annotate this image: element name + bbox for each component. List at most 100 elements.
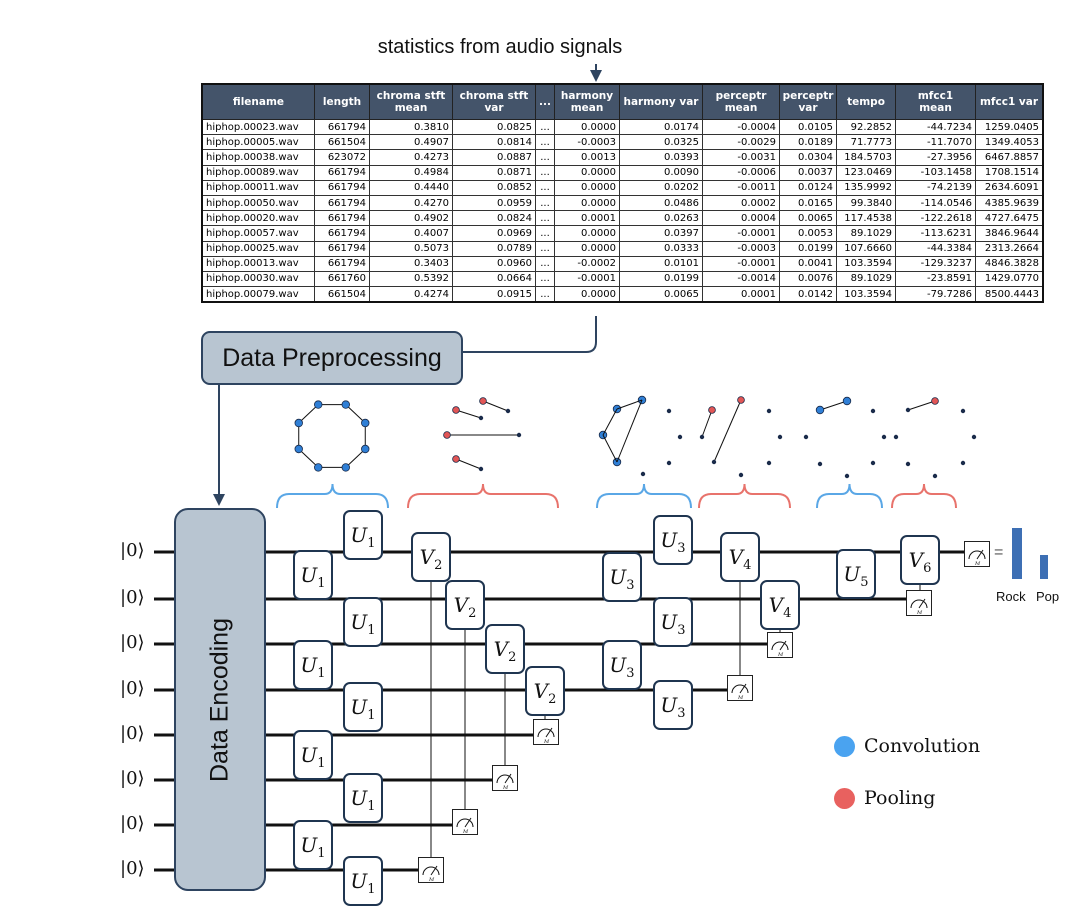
table-cell: 1429.0770 xyxy=(975,270,1044,288)
gate-u3: U3 xyxy=(653,680,693,730)
gate-u1: U1 xyxy=(343,682,383,732)
legend-pooling: Pooling xyxy=(834,787,936,809)
graph-edge xyxy=(907,400,936,411)
table-row: hiphop.00013.wav 661794 0.3403 0.0960... -0.… xyxy=(201,255,1044,272)
pooling-node xyxy=(737,396,745,404)
qubit-ket-label: |0⟩ xyxy=(120,632,145,653)
gate-u3: U3 xyxy=(653,597,693,647)
svg-text:M: M xyxy=(543,739,550,744)
gate-u3: U3 xyxy=(602,552,642,602)
svg-text:M: M xyxy=(737,695,744,700)
inactive-node xyxy=(971,434,977,440)
gate-u1: U1 xyxy=(293,640,333,690)
column-header: filename xyxy=(201,83,315,120)
graph-edge xyxy=(616,399,643,463)
layer-brace xyxy=(407,483,559,509)
inactive-node xyxy=(870,408,876,414)
qubit-ket-label: |0⟩ xyxy=(120,813,145,834)
svg-text:M: M xyxy=(502,785,509,790)
graph-edge xyxy=(298,448,319,468)
layer-brace xyxy=(596,483,692,509)
data-encoding-label: Data Encoding xyxy=(205,617,234,782)
pop-probability-bar xyxy=(1040,555,1048,579)
graph-edge xyxy=(602,408,618,436)
qubit-ket-label: |0⟩ xyxy=(120,678,145,699)
svg-text:M: M xyxy=(462,829,469,834)
inactive-node xyxy=(817,461,823,467)
pooled-node xyxy=(905,407,911,413)
equals-sign: = xyxy=(994,544,1004,561)
inactive-node xyxy=(666,408,672,414)
measurement-meter-icon: M xyxy=(964,541,990,567)
measurement-meter-icon: M xyxy=(492,765,518,791)
inactive-node xyxy=(881,434,887,440)
qubit-ket-label: |0⟩ xyxy=(120,540,145,561)
column-header: harmony mean xyxy=(554,83,620,120)
graph-edge xyxy=(345,404,366,424)
table-row: hiphop.00038.wav 623072 0.4273 0.0887... 0.0… xyxy=(201,149,1044,166)
inactive-node xyxy=(870,460,876,466)
table-row: hiphop.00079.wav 661504 0.4274 0.0915... 0.0… xyxy=(201,286,1044,303)
column-header: ... xyxy=(535,83,555,120)
inactive-node xyxy=(766,408,772,414)
qubit-ket-label: |0⟩ xyxy=(120,858,145,879)
column-header: length xyxy=(314,83,370,120)
pooled-node xyxy=(711,459,717,465)
gate-v2: V2 xyxy=(525,666,565,716)
table-cell: 0.5392 xyxy=(369,270,453,288)
table-cell: ... xyxy=(535,270,555,288)
column-header: harmony var xyxy=(619,83,703,120)
inactive-node xyxy=(803,434,809,440)
gate-u3: U3 xyxy=(602,640,642,690)
gate-u1: U1 xyxy=(293,550,333,600)
rock-label: Rock xyxy=(996,589,1026,604)
gate-u1: U1 xyxy=(293,730,333,780)
graph-edge xyxy=(713,399,742,463)
convolution-node xyxy=(341,463,350,472)
data-encoding-box: Data Encoding xyxy=(174,508,266,891)
graph-edge xyxy=(298,404,319,424)
pooling-node xyxy=(452,455,460,463)
table-row: hiphop.00030.wav 661760 0.5392 0.0664... -0.… xyxy=(201,270,1044,288)
table-cell: 661760 xyxy=(314,270,370,288)
qubit-ket-label: |0⟩ xyxy=(120,768,145,789)
table-cell: -0.0001 xyxy=(554,270,620,288)
layer-brace xyxy=(816,483,883,509)
pooled-node xyxy=(505,408,511,414)
table-cell: -79.7286 xyxy=(895,286,976,303)
pooling-dot-icon xyxy=(834,788,855,809)
gate-v2: V2 xyxy=(485,624,525,674)
graph-edge xyxy=(602,434,618,463)
inactive-node xyxy=(666,460,672,466)
gate-v2: V2 xyxy=(445,580,485,630)
svg-text:M: M xyxy=(428,877,435,882)
table-cell: 0.4274 xyxy=(369,286,453,303)
convolution-node xyxy=(314,463,323,472)
gate-u1: U1 xyxy=(343,597,383,647)
graph-edge xyxy=(616,399,643,410)
column-header: tempo xyxy=(836,83,896,120)
column-header: chroma stft mean xyxy=(369,83,453,120)
table-header-row: filename length chroma stft mean chroma stf… xyxy=(201,83,1044,120)
table-cell: hiphop.00079.wav xyxy=(201,286,315,303)
inactive-node xyxy=(905,461,911,467)
graph-edge xyxy=(701,409,713,438)
layer-brace xyxy=(891,483,957,509)
qubit-ket-label: |0⟩ xyxy=(120,723,145,744)
gate-u3: U3 xyxy=(653,515,693,565)
legend-convolution-label: Convolution xyxy=(864,735,981,757)
convolution-node xyxy=(361,444,370,454)
table-row: hiphop.00057.wav 661794 0.4007 0.0969... 0.0… xyxy=(201,225,1044,242)
measurement-meter-icon: M xyxy=(533,719,559,745)
graph-edge xyxy=(482,400,509,412)
data-preprocessing-box: Data Preprocessing xyxy=(201,331,463,385)
gate-u5: U5 xyxy=(836,549,876,599)
legend-pooling-label: Pooling xyxy=(864,787,936,809)
column-header: perceptr mean xyxy=(702,83,780,120)
convolution-node xyxy=(314,400,323,409)
gate-u1: U1 xyxy=(343,773,383,823)
legend-convolution: Convolution xyxy=(834,735,981,757)
table-cell: 8500.4443 xyxy=(975,286,1044,303)
inactive-node xyxy=(960,408,966,414)
inactive-node xyxy=(766,460,772,466)
